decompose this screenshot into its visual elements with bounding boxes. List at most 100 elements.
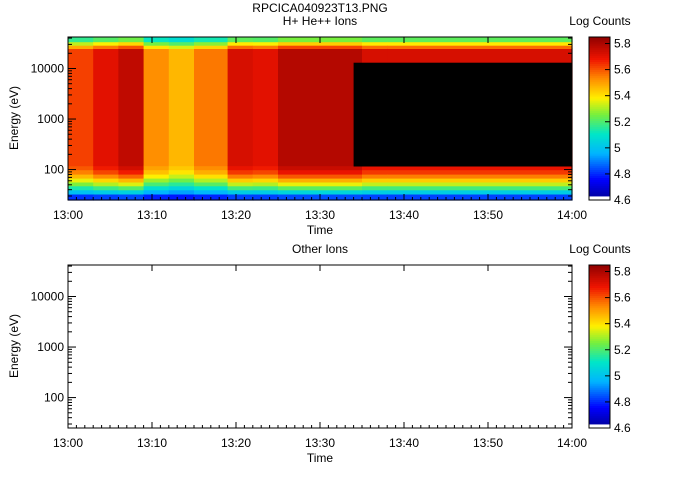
plot-frame (67, 264, 573, 429)
heatmap-cell (362, 189, 388, 195)
colorbar-segment (589, 96, 610, 99)
colorbar-segment (589, 295, 610, 299)
heatmap-cell (278, 173, 363, 179)
x-axis-label: Time (307, 451, 334, 465)
colorbar-segment (589, 360, 610, 364)
heatmap-cell (194, 173, 229, 179)
heatmap-cell (68, 178, 94, 183)
colorbar-label: Log Counts (569, 14, 630, 28)
colorbar-segment (589, 37, 610, 40)
colorbar-segment (589, 112, 610, 115)
colorbar-segment (589, 303, 610, 307)
colorbar-segment (589, 411, 610, 415)
colorbar-segment (589, 169, 610, 172)
colorbar-segment (589, 377, 610, 380)
colorbar-segment (589, 405, 610, 409)
heatmap-cell (227, 37, 254, 43)
heatmap-cell (194, 189, 229, 195)
colorbar-segment (589, 334, 610, 337)
heatmap-cell (168, 193, 195, 201)
heatmap-cell (194, 165, 229, 171)
heatmap-cell (68, 193, 94, 201)
heatmap-cell (362, 185, 388, 191)
colorbar-segment (589, 399, 610, 403)
heatmap-cell (252, 165, 279, 171)
colorbar-frame (588, 36, 611, 201)
colorbar-segment (589, 299, 610, 303)
colorbar-segment (589, 63, 610, 67)
heatmap-cell (168, 41, 195, 46)
heatmap-cell (227, 45, 254, 49)
heatmap-cell (194, 181, 229, 187)
heatmap-cell (387, 45, 573, 49)
colorbar-tick-label: 5.4 (614, 317, 631, 331)
colorbar-segment (589, 320, 610, 323)
heatmap-cell (93, 48, 119, 167)
heatmap-cell (194, 37, 229, 43)
colorbar-segment (589, 98, 610, 101)
colorbar-segment (589, 301, 610, 305)
colorbar-segment (589, 132, 610, 136)
colorbar-segment (589, 89, 610, 93)
colorbar-segment (589, 183, 610, 187)
heatmap-cell (227, 178, 254, 183)
colorbar-segment (589, 153, 610, 156)
colorbar-segment (589, 102, 610, 105)
heatmap-cell (278, 181, 363, 187)
colorbar-tick-label: 4.6 (614, 193, 631, 207)
heatmap-cell (68, 48, 94, 167)
heatmap-cell (252, 181, 279, 187)
x-axis-label: Time (307, 223, 334, 237)
heatmap-cell (362, 178, 388, 183)
x-tick-label: 13:00 (53, 436, 83, 450)
colorbar-segment (589, 305, 610, 309)
colorbar-segment (589, 350, 610, 354)
heatmap-cell (387, 41, 573, 46)
colorbar-segment (589, 179, 610, 183)
colorbar-segment (589, 393, 610, 396)
colorbar-segment (589, 173, 610, 177)
heatmap-cell (168, 178, 195, 183)
heatmap-cell (227, 193, 254, 201)
colorbar-segment (589, 352, 610, 356)
colorbar-segment (589, 81, 610, 85)
heatmap-cell (168, 185, 195, 191)
heatmap-cell (252, 173, 279, 179)
colorbar-segment (589, 389, 610, 392)
colorbar-segment (589, 134, 610, 138)
colorbar-segment (589, 265, 610, 268)
colorbar-segment (589, 269, 610, 272)
heatmap-cell (93, 37, 119, 43)
colorbar-segment (589, 45, 610, 48)
heatmap-cell (227, 181, 254, 187)
colorbar-segment (589, 100, 610, 103)
heatmap-cell (143, 193, 170, 201)
heatmap-cell (278, 185, 363, 191)
spectrogram-cells (68, 37, 573, 201)
heatmap-cell (168, 181, 195, 187)
colorbar-segment (589, 104, 610, 107)
heatmap-cell (118, 178, 145, 183)
colorbar-segment (589, 187, 610, 191)
colorbar-segment (589, 175, 610, 179)
heatmap-cell (252, 193, 279, 201)
colorbar-segment (589, 191, 610, 195)
heatmap-cell (93, 193, 119, 201)
colorbar-segment (589, 313, 610, 317)
colorbar-segment (589, 362, 610, 366)
colorbar-tick-label: 5.8 (614, 265, 631, 279)
colorbar-segment (589, 366, 610, 370)
colorbar-segment (589, 177, 610, 181)
colorbar-segment (589, 324, 610, 327)
heatmap-cell (362, 37, 388, 43)
heatmap-cell (143, 48, 170, 167)
colorbar-segment (589, 75, 610, 79)
colorbar-segment (589, 140, 610, 144)
colorbar-segment (589, 317, 610, 321)
colorbar-segment (589, 79, 610, 83)
colorbar-segment (589, 291, 610, 295)
heatmap-cell (168, 189, 195, 195)
heatmap-cell (68, 165, 94, 171)
colorbar: 4.6 4.8 5 5.2 5.4 5.6 5.8 (588, 36, 631, 207)
colorbar-segment (589, 407, 610, 411)
